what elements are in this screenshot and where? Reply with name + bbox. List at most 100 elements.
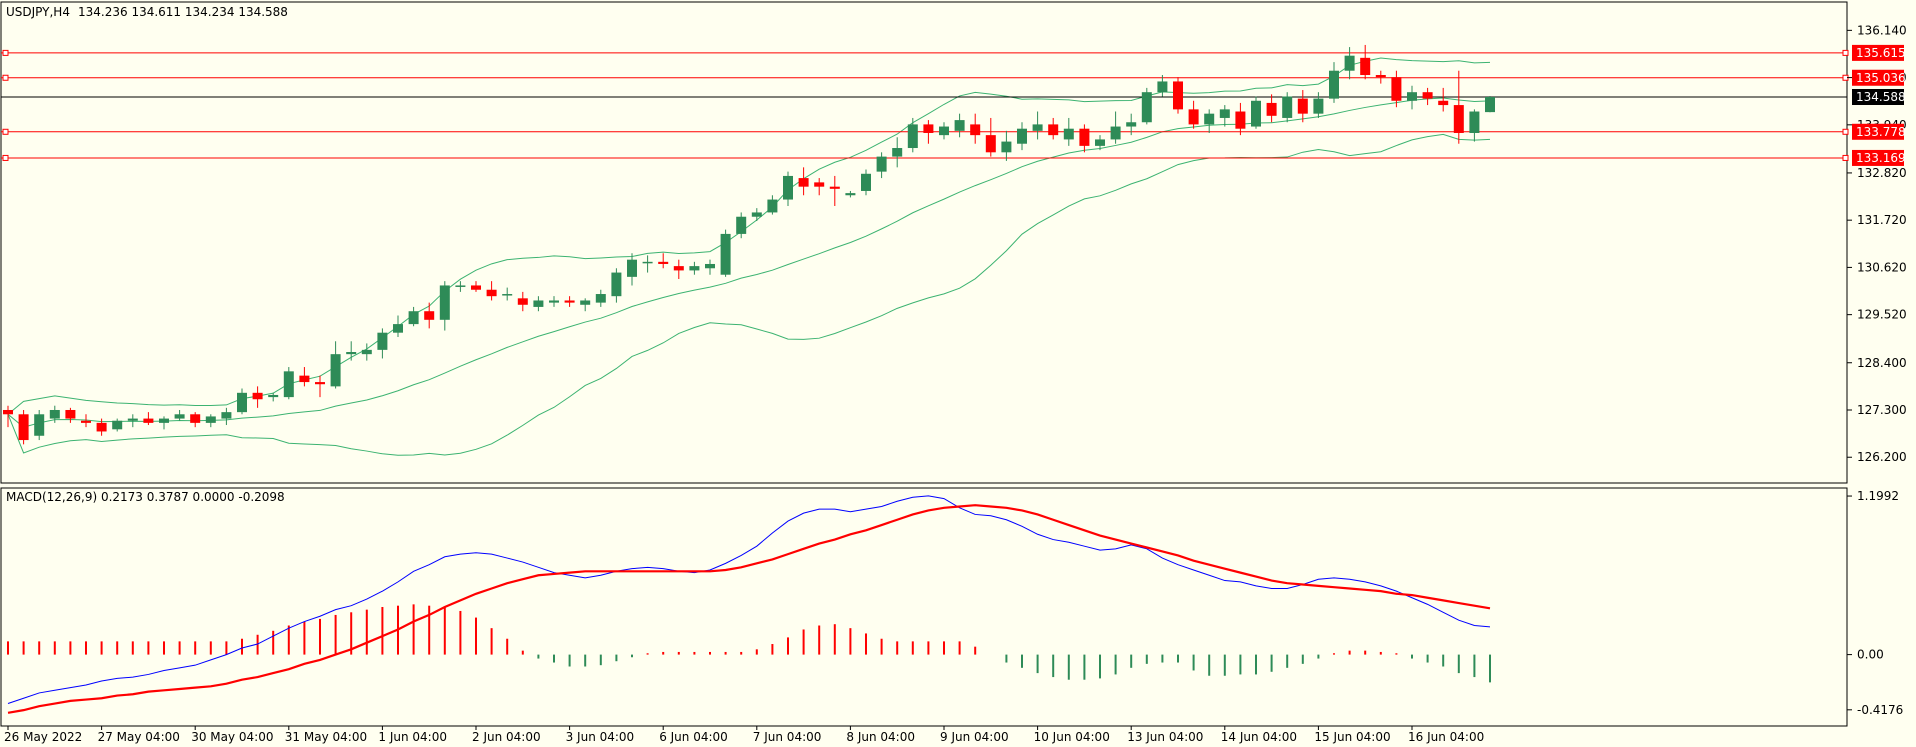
candle-body: [221, 412, 232, 419]
candle-body: [580, 300, 591, 305]
candle-body: [1469, 111, 1480, 133]
candle-body: [299, 375, 310, 383]
time-axis-label: 3 Jun 04:00: [566, 730, 635, 744]
candle-body: [1188, 109, 1199, 125]
time-axis-label: 27 May 04:00: [98, 730, 180, 744]
symbol-label: USDJPY,H4: [6, 5, 70, 19]
candle-body: [1329, 70, 1339, 99]
candle-body: [377, 332, 388, 350]
candle-body: [1157, 81, 1168, 93]
candle-body: [1391, 77, 1402, 101]
candle-body: [1110, 126, 1121, 140]
time-axis-label: 10 Jun 04:00: [1034, 730, 1110, 744]
candle-body: [1282, 96, 1293, 118]
candle-body: [1079, 128, 1090, 146]
time-axis-label: 8 Jun 04:00: [846, 730, 915, 744]
candle-body: [18, 414, 29, 441]
candle-body: [705, 263, 715, 269]
candle-body: [393, 324, 403, 333]
candle-body: [1141, 92, 1152, 123]
price-pane-frame: [0, 1, 1848, 484]
candle-body: [205, 416, 216, 423]
candle-body: [159, 418, 169, 423]
price-axis-label: 131.720: [1857, 213, 1907, 227]
candle-body: [1407, 92, 1417, 101]
level-tag: [1852, 44, 1904, 61]
price-axis-label: 129.520: [1857, 308, 1907, 322]
candle-body: [252, 392, 263, 400]
candle-body: [611, 272, 622, 297]
macd-axis-label: -0.4176: [1857, 703, 1903, 717]
level-line-anchor: [2, 49, 9, 56]
time-axis-label: 1 Jun 04:00: [378, 730, 447, 744]
level-line-anchor: [1842, 128, 1849, 135]
level-line-anchor: [1842, 49, 1849, 56]
candle-body: [892, 148, 903, 157]
candle-body: [361, 349, 372, 355]
candle-body: [642, 261, 653, 264]
macd-signal-line: [7, 504, 1491, 714]
level-line-anchor: [2, 154, 9, 161]
time-axis-label: 31 May 04:00: [285, 730, 367, 744]
candle-body: [65, 409, 76, 419]
candle-body: [49, 409, 60, 419]
candle-body: [845, 193, 856, 196]
level-tag-label: 135.036: [1856, 71, 1906, 85]
price-axis-label: 136.140: [1857, 23, 1907, 37]
level-tag: [1852, 123, 1904, 140]
candle-body: [174, 414, 185, 419]
time-axis-label: 26 May 2022: [4, 730, 82, 744]
candle-body: [549, 300, 559, 303]
current-price-tag: [1852, 88, 1904, 105]
level-tag: [1852, 69, 1904, 86]
candle-body: [1438, 100, 1449, 106]
candle-body: [783, 175, 793, 200]
candle-body: [127, 418, 138, 421]
candle-body: [3, 409, 13, 415]
candle-body: [1126, 122, 1137, 127]
candle-body: [96, 422, 107, 432]
candle-body: [502, 294, 513, 296]
candle-body: [439, 285, 450, 320]
price-axis-label: 130.620: [1857, 260, 1907, 274]
candle-body: [1095, 139, 1105, 146]
current-price-tag-label: 134.588: [1856, 90, 1906, 104]
candle-body: [1422, 92, 1433, 99]
candle-body: [1017, 128, 1027, 144]
macd-axis-label: 0.00: [1857, 648, 1884, 662]
macd-pane: [7, 495, 1491, 714]
candle-body: [1173, 81, 1183, 110]
bollinger-middle-band: [7, 97, 1491, 428]
candle-body: [985, 135, 996, 153]
candle-body: [346, 352, 357, 355]
candle-body: [1297, 98, 1308, 114]
candle-body: [455, 285, 466, 287]
candle-body: [1313, 98, 1324, 114]
level-tag-label: 133.169: [1856, 151, 1906, 165]
candle-body: [720, 233, 731, 275]
candle-body: [939, 126, 949, 136]
candle-body: [1375, 75, 1386, 78]
time-axis-label: 2 Jun 04:00: [472, 730, 541, 744]
level-tag-label: 135.615: [1856, 46, 1906, 60]
macd-axis-label: 1.1992: [1857, 489, 1899, 503]
candle-body: [237, 392, 247, 413]
price-axis-label: 132.820: [1857, 166, 1907, 180]
candle-body: [673, 266, 684, 271]
candle-body: [424, 311, 435, 320]
level-line-anchor: [2, 74, 9, 81]
macd-header: MACD(12,26,9) 0.2173 0.3787 0.0000 -0.20…: [6, 490, 285, 504]
candle-body: [1344, 55, 1355, 71]
candle-body: [112, 420, 123, 430]
candle-body: [564, 300, 575, 303]
time-axis-label: 14 Jun 04:00: [1221, 730, 1297, 744]
level-line-anchor: [2, 128, 9, 135]
candle-body: [408, 311, 419, 325]
candle-body: [517, 298, 528, 305]
candle-body: [1485, 96, 1495, 113]
candle-body: [1266, 102, 1277, 116]
candle-body: [1360, 57, 1371, 76]
candle-body: [798, 178, 809, 187]
